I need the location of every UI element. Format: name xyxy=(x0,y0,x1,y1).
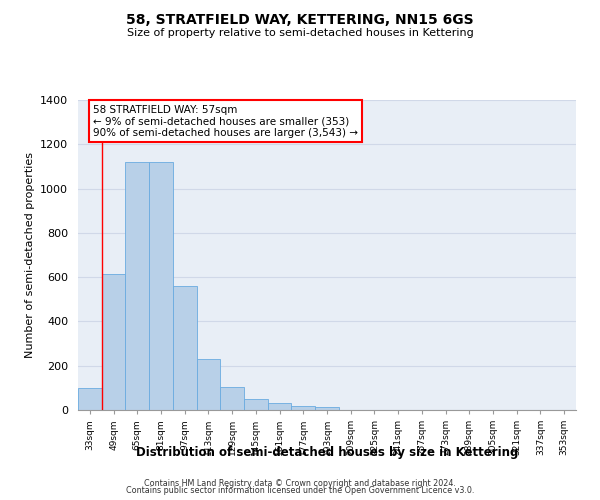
Bar xyxy=(149,162,173,410)
Bar xyxy=(173,286,197,410)
Bar xyxy=(244,399,268,410)
Bar xyxy=(125,162,149,410)
Bar xyxy=(102,274,125,410)
Text: Contains public sector information licensed under the Open Government Licence v3: Contains public sector information licen… xyxy=(126,486,474,495)
Bar xyxy=(197,359,220,410)
Text: 58, STRATFIELD WAY, KETTERING, NN15 6GS: 58, STRATFIELD WAY, KETTERING, NN15 6GS xyxy=(126,12,474,26)
Bar xyxy=(78,388,102,410)
Text: Contains HM Land Registry data © Crown copyright and database right 2024.: Contains HM Land Registry data © Crown c… xyxy=(144,478,456,488)
Bar xyxy=(220,387,244,410)
Text: 58 STRATFIELD WAY: 57sqm
← 9% of semi-detached houses are smaller (353)
90% of s: 58 STRATFIELD WAY: 57sqm ← 9% of semi-de… xyxy=(93,104,358,138)
Y-axis label: Number of semi-detached properties: Number of semi-detached properties xyxy=(25,152,35,358)
Bar xyxy=(268,404,292,410)
Text: Distribution of semi-detached houses by size in Kettering: Distribution of semi-detached houses by … xyxy=(136,446,518,459)
Bar xyxy=(315,406,339,410)
Bar xyxy=(292,406,315,410)
Text: Size of property relative to semi-detached houses in Kettering: Size of property relative to semi-detach… xyxy=(127,28,473,38)
